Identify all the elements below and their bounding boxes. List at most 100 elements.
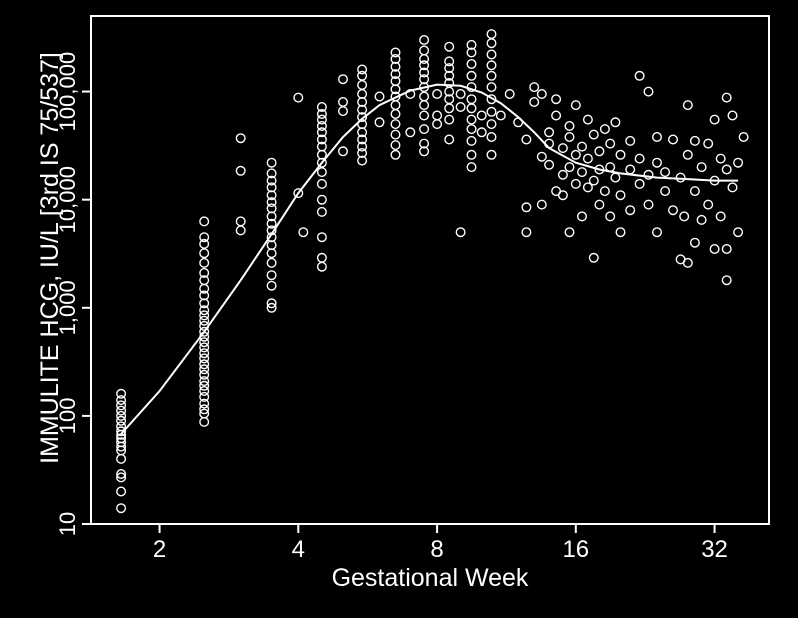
data-point [316,252,327,263]
data-point [357,155,368,166]
data-point [610,117,621,128]
data-point [338,146,349,157]
data-point [455,227,466,238]
data-point [570,149,581,160]
data-point [615,149,626,160]
data-point [199,364,210,375]
data-point [199,326,210,337]
data-point [116,503,127,514]
data-point [536,151,547,162]
data-point [594,199,605,210]
data-point [419,110,430,121]
data-point [116,472,127,483]
data-point [199,376,210,387]
data-point [116,437,127,448]
data-point [495,110,506,121]
data-point [116,426,127,437]
axis-ticks: 2 4 8 16 32 10 100 1,000 10,000 100,000 [55,52,728,563]
data-point [486,49,497,60]
plot-frame [90,15,770,525]
data-point [116,415,127,426]
data-point [529,96,540,107]
data-point [466,82,477,93]
data-point [390,69,401,80]
data-point [682,257,693,268]
data-point [643,169,654,180]
data-point [199,320,210,331]
data-point [521,227,532,238]
data-point [599,186,610,197]
data-point [625,164,636,175]
data-point [588,129,599,140]
data-point [199,315,210,326]
data-point [703,199,714,210]
data-point [266,232,277,243]
data-point [652,131,663,142]
data-point [116,388,127,399]
data-point [357,147,368,158]
data-point [689,237,700,248]
data-point [444,70,455,81]
data-point [199,353,210,364]
data-point [357,70,368,81]
data-point [564,227,575,238]
x-axis-label: Gestational Week [332,564,529,592]
data-point [682,149,693,160]
data-point [643,199,654,210]
data-point [266,168,277,179]
data-point [116,410,127,421]
data-point [316,194,327,205]
data-point [696,214,707,225]
data-point [715,153,726,164]
data-point [570,178,581,189]
data-point [199,337,210,348]
data-point [605,138,616,149]
data-point [199,267,210,278]
data-point [316,206,327,217]
data-point [721,92,732,103]
data-point [536,199,547,210]
data-point [466,149,477,160]
data-point [455,101,466,112]
data-point [544,159,555,170]
data-point [316,127,327,138]
data-point [199,298,210,309]
data-point [419,146,430,157]
data-point [660,186,671,197]
data-point [486,149,497,160]
data-point [199,348,210,359]
data-point [486,131,497,142]
data-point [432,110,443,121]
data-point [709,114,720,125]
data-point [588,252,599,263]
data-point [689,186,700,197]
data-point [199,369,210,380]
data-point [316,232,327,243]
data-point [390,76,401,87]
data-point [444,56,455,67]
data-point [357,64,368,75]
x-tick-label: 16 [562,536,589,563]
data-point [266,203,277,214]
data-point [199,275,210,286]
data-point [316,178,327,189]
data-point [199,257,210,268]
x-tick-label: 8 [430,536,443,563]
data-point [588,175,599,186]
data-point [486,94,497,105]
data-point [316,120,327,131]
data-point [521,134,532,145]
data-point [199,398,210,409]
data-point [266,270,277,281]
data-point [738,131,749,142]
data-point [634,70,645,81]
data-point [679,211,690,222]
data-point [610,172,621,183]
data-point [390,54,401,65]
data-point [390,129,401,140]
data-point [316,141,327,152]
data-point [199,305,210,316]
data-point [466,162,477,173]
data-point [357,104,368,115]
data-point [594,164,605,175]
